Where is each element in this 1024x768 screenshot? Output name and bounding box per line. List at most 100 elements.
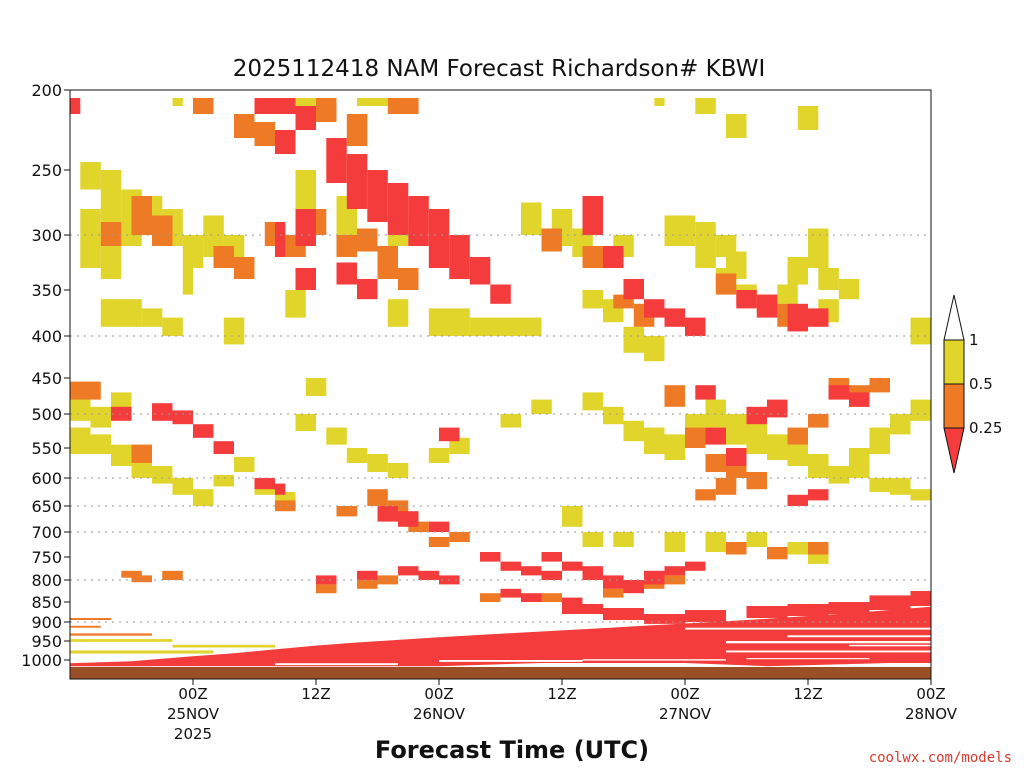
ri-cell-orange [357,580,378,589]
ri-cell-yellow [838,279,860,300]
ri-cell-yellow [387,463,409,478]
ri-cell-yellow [582,290,603,309]
ri-cell-red [623,279,644,300]
y-tick-label: 800 [31,571,62,590]
ri-cell-red [428,209,450,268]
ri-cell-yellow [172,478,193,495]
ri-cell-red [787,604,829,616]
ri-cell-red [377,506,398,522]
ri-cell-yellow [613,532,634,547]
ri-cell-orange [336,235,357,257]
ri-cell-orange [685,427,706,448]
x-axis-label: Forecast Time (UTC) [375,736,649,764]
y-tick-label: 750 [31,548,62,567]
y-tick-label: 300 [31,226,62,245]
ri-cell-yellow [664,532,685,552]
ri-cell-yellow [80,162,101,190]
ri-cell-orange [346,114,368,146]
ri-cell-red [500,588,521,598]
ri-cell-red [275,483,286,495]
ri-cell-orange [715,273,737,295]
ri-cell-red [705,427,726,445]
ri-cell-red [398,511,419,527]
ri-cell-yellow [808,552,829,564]
x-tick-label: 00Z [670,685,699,703]
ri-cell-orange [234,114,255,138]
ri-cell-red [736,290,757,309]
ri-cell-orange [787,427,808,445]
ri-cell-white [746,658,870,660]
ri-cell-red [480,552,501,562]
ri-cell-orange [336,506,357,517]
ri-cell-orange [746,472,767,490]
chart-title: 2025112418 NAM Forecast Richardson# KBWI [233,56,766,82]
ri-cell-yellow [582,392,603,411]
ri-cell-red [644,614,685,624]
ri-cell-yellow [141,308,163,327]
ri-cell-yellow [869,427,890,454]
ri-cell-orange [715,478,737,495]
ri-cell-yellow [428,448,450,463]
y-tick-label: 400 [31,327,62,346]
y-tick-label: 550 [31,439,62,458]
x-tick-label: 00Z [178,685,207,703]
x-tick-date: 27NOV [659,705,712,723]
ri-cell-red [756,294,778,318]
ri-cell-red [562,604,603,614]
y-tick-label: 200 [31,81,62,100]
ri-cell-red [336,262,357,285]
ri-cell-orange [275,500,296,512]
ri-cell-yellow [285,290,306,318]
ri-cell-red [428,521,450,532]
ri-cell-red [828,602,870,614]
ri-cell-red [828,385,849,400]
ri-cell-yellow [100,299,142,327]
ri-cell-yellow [182,235,204,268]
ri-cell-yellow [726,414,747,445]
ri-cell-red [111,406,132,421]
ri-cell-red [726,448,747,466]
ri-cell-red [603,608,644,620]
ri-cell-orange [808,542,829,555]
ri-cell-orange [695,489,716,501]
ri-cell-yellow [910,489,931,501]
ri-cell-yellow [172,98,183,106]
ri-cell-red [603,246,624,268]
plot-frame [69,89,932,680]
ri-cell-red [469,257,491,285]
ri-band-orange [70,633,152,636]
ground-surface [70,663,931,679]
ri-cell-orange [767,547,788,560]
ri-cell-yellow [767,434,788,460]
ri-cell-white [582,659,726,661]
ri-cell-red [521,566,542,576]
ri-cell-red [418,570,439,580]
ri-cell-red [193,424,214,438]
plot-area [69,89,932,680]
ri-cell-red [367,170,388,222]
ri-cell-orange [705,454,726,472]
ri-cell-yellow [654,98,665,106]
ri-cell-orange [664,385,685,407]
ri-band-orange [70,625,101,628]
ri-cell-yellow [223,317,245,345]
ri-cell-yellow [777,284,798,304]
ri-cell-orange [582,246,603,268]
ri-cell-red [500,561,521,571]
ri-cell-red [664,566,685,576]
ri-cell-yellow [582,532,603,547]
ri-cell-yellow [603,406,624,425]
ri-cell-white [685,627,931,630]
ri-cell-orange [808,414,829,428]
ri-cell-yellow [849,460,870,478]
ri-cell-orange [377,575,398,585]
credit-link[interactable]: coolwx.com/models [869,750,1012,766]
ri-cell-yellow [326,427,347,445]
ri-cell-orange [869,378,890,393]
ri-cell-yellow [828,466,849,484]
y-tick-label: 450 [31,369,62,388]
ri-cell-orange [408,521,429,532]
ri-cell-yellow [787,257,808,285]
ri-cell-orange [193,98,214,114]
x-tick-label: 12Z [793,685,822,703]
